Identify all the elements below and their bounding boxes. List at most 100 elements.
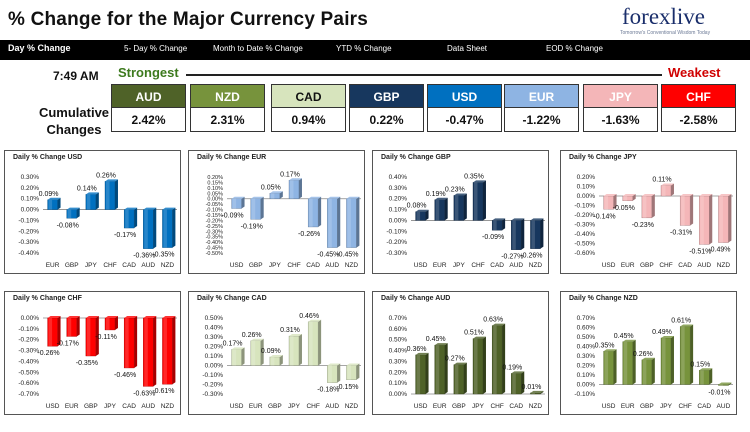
tab-ytd-change[interactable]: YTD % Change: [336, 44, 392, 53]
cumulative-label-line2: Changes: [46, 122, 102, 137]
bar-top: [699, 194, 713, 196]
currency-card-chf: CHF -2.58%: [661, 84, 736, 132]
x-tick-label: CAD: [122, 403, 136, 410]
bar-top: [661, 183, 674, 186]
data-label: 0.36%: [407, 346, 427, 353]
data-label: 0.11%: [652, 177, 671, 184]
tab-5-day-change[interactable]: 5- Day % Change: [124, 44, 188, 53]
y-tick-label: -0.10%: [206, 208, 224, 214]
x-tick-label: USD: [46, 403, 60, 410]
currency-card-nzd: NZD 2.31%: [190, 84, 265, 132]
bar-chf: [307, 319, 322, 366]
currency-code: GBP: [349, 84, 424, 108]
bar-highlight: [493, 220, 497, 231]
bar-highlight: [454, 364, 459, 394]
tab-data-sheet[interactable]: Data Sheet: [447, 44, 488, 53]
bar-side: [356, 196, 360, 248]
currency-value: 2.31%: [190, 108, 265, 132]
tab-eod-change[interactable]: EOD % Change: [546, 44, 603, 53]
y-tick-label: 0.20%: [389, 369, 408, 376]
x-tick-label: AUD: [697, 262, 711, 269]
bar-side: [134, 316, 138, 368]
y-tick-label: -0.10%: [18, 326, 39, 333]
chart-title: Daily % Change EUR: [197, 154, 267, 161]
bar-top: [473, 180, 486, 183]
x-tick-label: JPY: [453, 262, 466, 269]
bar-top: [641, 194, 655, 196]
bar-top: [47, 316, 61, 318]
y-tick-label: 0.60%: [389, 326, 408, 333]
y-tick-label: -0.30%: [386, 250, 407, 257]
bar-side: [463, 193, 467, 221]
currency-code: NZD: [190, 84, 265, 108]
currency-value: 0.22%: [349, 108, 424, 132]
chart-panel-daily-change-chf: Daily % Change CHF 0.00% -0.10% -0.20% -0.30…: [4, 291, 181, 415]
x-tick-label: GBP: [65, 262, 79, 269]
tab-day-change[interactable]: Day % Change: [8, 43, 71, 53]
data-label: 0.35%: [464, 173, 484, 180]
bar-side: [613, 194, 617, 210]
data-label: 0.19%: [502, 364, 522, 371]
y-tick-label: -0.50%: [206, 251, 224, 257]
bar-aud: [511, 218, 525, 250]
strength-arrow-line: [186, 74, 662, 76]
data-label: 0.23%: [445, 186, 465, 193]
bar-highlight: [662, 185, 666, 196]
logo-tagline: Tomorrow's Conventional Wisdom Today: [620, 30, 711, 36]
bar-nzd: [346, 196, 360, 248]
bar-top: [162, 207, 176, 210]
data-label: 0.09%: [39, 191, 59, 198]
bar-highlight: [493, 325, 497, 394]
bar-side: [502, 323, 506, 394]
bar-side: [279, 191, 283, 199]
bar-usd: [603, 349, 617, 385]
y-tick-label: 0.10%: [21, 196, 40, 203]
chart-svg: 0.70% 0.60% 0.50% 0.40% 0.30% 0.20% 0.10% 0.00%…: [389, 315, 545, 410]
bar-top: [699, 368, 713, 371]
bar-highlight: [106, 318, 110, 330]
bar-usd: [603, 194, 617, 210]
x-tick-label: CHF: [103, 262, 116, 269]
bar-top: [327, 196, 341, 199]
bar-top: [434, 197, 448, 200]
currency-card-usd: USD -0.47%: [427, 84, 502, 132]
bar-highlight: [454, 195, 459, 221]
bar-body: [231, 198, 242, 209]
x-tick-label: NZD: [529, 262, 543, 269]
y-tick-label: 0.10%: [207, 186, 223, 192]
bar-top: [603, 194, 617, 196]
y-tick-label: 0.10%: [577, 184, 596, 191]
bar-side: [95, 192, 99, 210]
forexlive-logo[interactable]: forexlive Tomorrow's Conventional Wisdom…: [620, 4, 740, 36]
bar-side: [632, 339, 636, 385]
chart-svg: 0.70% 0.60% 0.50% 0.40% 0.30% 0.20% 0.10% 0.00%…: [574, 315, 733, 410]
bar-top: [124, 316, 138, 318]
chart-svg: 0.40% 0.30% 0.20% 0.10% 0.00% -0.10% -0.20% -0.…: [386, 173, 545, 269]
bar-side: [153, 316, 157, 387]
bar-side: [76, 207, 80, 219]
bar-jpy: [660, 335, 674, 385]
x-tick-label: CHF: [678, 403, 691, 410]
bar-side: [521, 371, 525, 394]
bar-side: [728, 382, 732, 386]
data-label: 0.19%: [426, 191, 446, 198]
bar-side: [651, 357, 655, 385]
bar-side: [482, 336, 486, 394]
x-tick-label: JPY: [104, 403, 117, 410]
bar-cad: [491, 218, 506, 231]
data-label: 0.15%: [690, 361, 710, 368]
bar-side: [670, 335, 674, 385]
tab-month-to-date-change[interactable]: Month to Date % Change: [213, 44, 303, 53]
bar-top: [511, 371, 525, 374]
bar-chf: [472, 180, 486, 221]
logo-text: forexlive: [622, 4, 706, 29]
y-tick-label: -0.20%: [206, 218, 224, 224]
bar-side: [153, 207, 157, 249]
chart-title: Daily % Change USD: [13, 154, 83, 161]
bar-highlight: [347, 198, 351, 248]
bar-top: [250, 196, 264, 199]
bar-side: [444, 343, 448, 394]
data-label: -0.11%: [95, 334, 117, 341]
chart-panel-daily-change-nzd: Daily % Change NZD 0.70% 0.60% 0.50% 0.40% 0.…: [560, 291, 737, 415]
bar-top: [308, 196, 322, 199]
